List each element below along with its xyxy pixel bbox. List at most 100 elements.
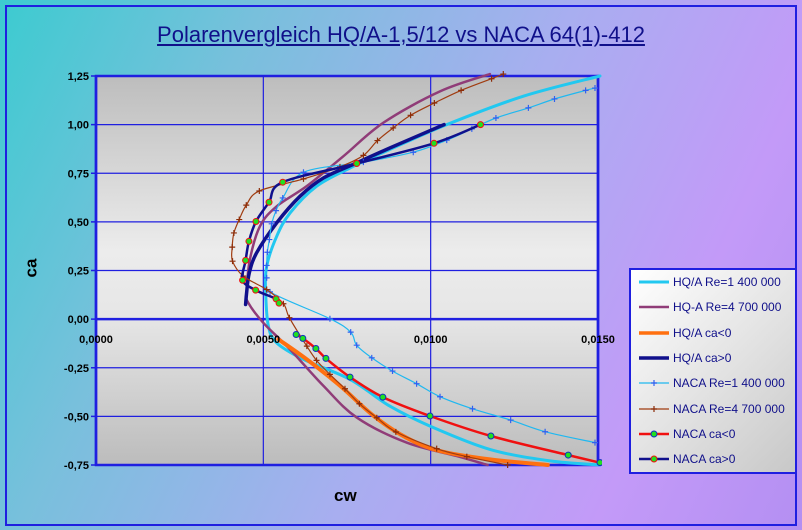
data-point-marker <box>373 414 380 421</box>
legend-item: NACA Re=1 400 000 <box>637 375 785 391</box>
legend-marker <box>651 380 657 387</box>
legend: HQ/A Re=1 400 000 HQ-A Re=4 700 000 HQ/A c… <box>629 268 797 474</box>
data-point-marker <box>433 445 440 452</box>
legend-swatch-icon <box>639 455 669 463</box>
data-point-marker <box>507 417 514 424</box>
series-naca-re-4-700-000 <box>229 71 511 468</box>
data-point-marker <box>326 371 333 378</box>
y-tick-label: -0,50 <box>64 411 89 423</box>
data-point-marker <box>504 462 511 468</box>
data-point-marker <box>390 124 397 131</box>
data-point-marker <box>303 343 310 350</box>
legend-label: NACA Re=4 700 000 <box>673 401 785 416</box>
data-point-marker <box>275 299 283 307</box>
x-tick-label: 0,0150 <box>581 334 615 346</box>
data-point-marker <box>279 194 286 201</box>
data-point-marker <box>263 286 270 293</box>
x-tick-label: 0,0050 <box>247 334 281 346</box>
y-tick-label: -0,75 <box>64 460 89 472</box>
data-point-marker <box>389 368 396 375</box>
x-axis-label: cw <box>334 486 357 505</box>
y-tick-label: 1,00 <box>68 120 89 132</box>
y-tick-label: 0,25 <box>68 266 89 278</box>
data-point-marker <box>313 357 320 364</box>
legend-label: HQ/A Re=1 400 000 <box>673 275 781 289</box>
legend-swatch-icon <box>639 405 669 412</box>
data-point-marker <box>263 274 270 281</box>
data-point-marker <box>413 380 420 387</box>
data-point-marker <box>322 354 330 362</box>
data-point-marker <box>353 342 360 349</box>
legend-swatch-icon <box>639 330 669 335</box>
data-point-marker <box>564 451 572 459</box>
data-point-marker <box>591 439 598 446</box>
legend-swatch-icon <box>639 380 669 387</box>
legend-label: NACA ca<0 <box>673 426 736 441</box>
legend-item: NACA ca>0 <box>637 451 735 467</box>
data-point-marker <box>252 217 260 225</box>
data-point-marker <box>488 75 495 82</box>
data-point-marker <box>286 314 293 321</box>
data-point-marker <box>346 373 354 381</box>
data-point-marker <box>463 453 470 460</box>
series-line-naca-ca-0 <box>294 333 602 464</box>
data-point-marker <box>242 256 250 264</box>
data-point-marker <box>268 220 275 227</box>
data-point-marker <box>299 334 307 342</box>
legend-swatch-icon <box>639 306 669 309</box>
data-point-marker <box>245 237 253 245</box>
data-point-marker <box>229 258 236 265</box>
legend-marker <box>651 405 657 412</box>
chart-title: Polarenvergleich HQ/A-1,5/12 vs NACA 64(… <box>157 22 645 47</box>
data-point-marker <box>368 354 375 361</box>
data-point-marker <box>256 187 263 194</box>
y-tick-label: 0,00 <box>68 314 89 326</box>
series-line-naca-re-4-700-000 <box>230 73 509 466</box>
data-point-marker <box>252 286 260 294</box>
data-point-marker <box>591 85 598 92</box>
data-point-marker <box>430 139 438 147</box>
data-point-marker <box>492 115 499 122</box>
legend-label: HQ/A ca>0 <box>673 350 732 365</box>
data-point-marker <box>347 329 354 336</box>
data-point-marker <box>265 198 273 206</box>
data-point-marker <box>279 178 287 186</box>
data-point-marker <box>379 393 387 401</box>
legend-marker <box>650 455 658 463</box>
data-point-marker <box>407 112 414 119</box>
data-point-marker <box>264 249 271 256</box>
y-tick-label: 1,25 <box>68 71 89 83</box>
series-hq-a-ca-0 <box>243 122 446 307</box>
data-point-marker <box>312 344 320 352</box>
data-point-marker <box>266 236 273 243</box>
data-point-marker <box>300 169 307 176</box>
y-axis-label: ca <box>21 258 41 278</box>
data-point-marker <box>426 412 434 420</box>
data-point-marker <box>360 152 367 159</box>
data-point-marker <box>542 428 549 435</box>
legend-item: HQ-A Re=4 700 000 <box>637 299 781 315</box>
legend-label: HQ-A Re=4 700 000 <box>673 300 782 315</box>
legend-swatch-icon <box>639 356 669 360</box>
series-naca-ca-0 <box>292 330 602 467</box>
legend-label: NACA Re=1 400 000 <box>673 376 785 391</box>
legend-item: NACA Re=4 700 000 <box>637 401 785 417</box>
data-point-marker <box>437 393 444 400</box>
legend-swatch-icon <box>639 280 669 284</box>
data-point-marker <box>326 315 333 322</box>
legend-item: HQ/A Re=1 400 000 <box>637 274 781 290</box>
data-point-marker <box>229 244 236 251</box>
data-point-marker <box>431 100 438 107</box>
data-point-marker <box>239 276 247 284</box>
data-point-marker <box>596 459 602 467</box>
data-point-marker <box>263 262 270 269</box>
data-point-marker <box>392 428 399 435</box>
y-tick-label: -0,25 <box>64 363 89 375</box>
legend-item: NACA ca<0 <box>637 426 735 442</box>
data-point-marker <box>353 160 361 168</box>
legend-swatch-icon <box>639 430 669 438</box>
legend-label: NACA ca>0 <box>673 452 736 467</box>
data-point-marker <box>356 400 363 407</box>
x-tick-label: 0,0100 <box>414 334 448 346</box>
